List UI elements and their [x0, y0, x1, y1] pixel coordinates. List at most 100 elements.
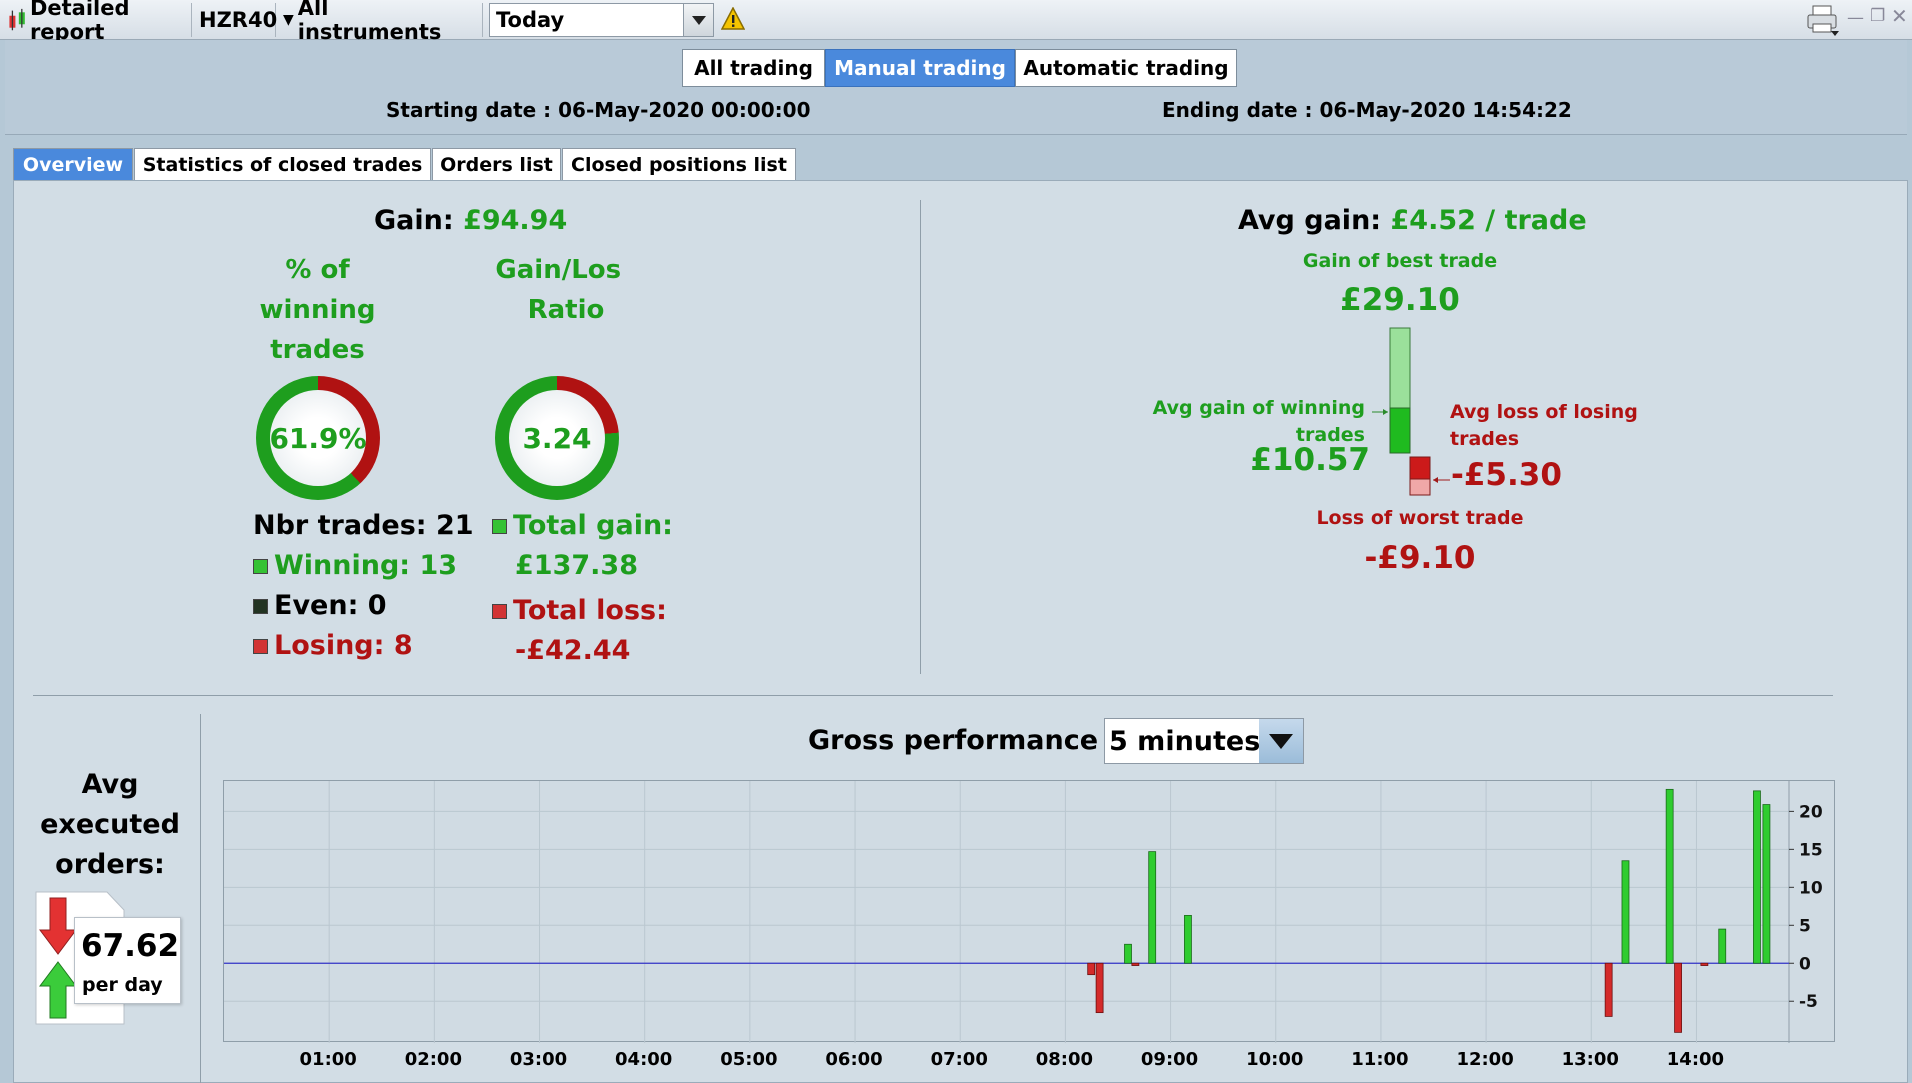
interval-dropdown-value: 5 minutes	[1109, 725, 1261, 757]
mode-automatic-trading[interactable]: Automatic trading	[1015, 49, 1237, 87]
ratio-value: 3.24	[509, 390, 605, 486]
gain-label: Gain:	[374, 205, 454, 236]
y-tick-label: 15	[1799, 840, 1823, 860]
chart-bar	[1095, 962, 1104, 1014]
instruments-menu[interactable]: ▼ All instruments	[277, 0, 483, 44]
chart-bar	[1674, 962, 1682, 1033]
ratio-donut: 3.24	[495, 376, 619, 500]
x-tick-label: 04:00	[615, 1049, 673, 1070]
total-loss-label: Total loss:	[513, 595, 667, 626]
worst-trade-value: -£9.10	[1364, 540, 1476, 576]
winning-count: Winning: 13	[253, 550, 457, 581]
chart-bar	[1718, 928, 1727, 964]
chart-bar	[1753, 790, 1761, 964]
candlestick-icon	[9, 8, 25, 31]
y-tick-label: 5	[1799, 916, 1811, 936]
even-count-label: Even: 0	[274, 590, 387, 621]
horizontal-divider	[33, 695, 1833, 696]
worst-trade-label: Loss of worst trade	[1316, 507, 1524, 529]
report-title-label: Detailed report	[29, 0, 130, 44]
x-tick-label: 06:00	[825, 1049, 883, 1070]
losing-legend-icon	[253, 639, 268, 654]
performance-chart: 20 15 10 5 0 -5	[223, 780, 1835, 1043]
ratio-title: Gain/Loss Ratio	[494, 250, 622, 330]
chart-bar	[1700, 962, 1709, 966]
even-count: Even: 0	[253, 590, 387, 621]
period-select[interactable]: Today	[489, 3, 714, 37]
winning-pct-title: % of winning trades	[259, 255, 376, 365]
print-icon[interactable]	[1806, 4, 1840, 36]
vertical-divider	[200, 714, 201, 1083]
tab-overview[interactable]: Overview	[13, 148, 133, 180]
x-tick-label: 13:00	[1561, 1049, 1619, 1070]
chevron-down-icon: ▼	[283, 12, 294, 28]
x-tick-label: 14:00	[1666, 1049, 1725, 1070]
avg-gain-value: £4.52 / trade	[1390, 205, 1587, 236]
x-tick-label: 01:00	[299, 1049, 357, 1070]
losing-count-label: Losing: 8	[274, 630, 413, 661]
instrument-label[interactable]: HZR40	[193, 3, 277, 37]
gross-performance-title: Gross performance	[808, 725, 1099, 756]
chart-bar	[1087, 962, 1096, 976]
chart-bar	[1124, 943, 1132, 964]
tab-closed-positions-list[interactable]: Closed positions list	[562, 148, 796, 180]
losing-count: Losing: 8	[253, 630, 413, 661]
best-trade-value: £29.10	[1340, 282, 1460, 318]
starting-date: Starting date : 06-May-2020 00:00:00	[386, 98, 811, 122]
mode-manual-trading[interactable]: Manual trading	[825, 49, 1015, 87]
chart-bar	[1621, 860, 1630, 964]
x-tick-label: 02:00	[404, 1049, 462, 1070]
chart-bar	[1131, 962, 1140, 966]
chevron-down-icon[interactable]	[683, 4, 713, 36]
period-select-value: Today	[496, 8, 565, 32]
chart-bar	[1184, 915, 1192, 964]
tab-statistics-closed-trades[interactable]: Statistics of closed trades	[134, 148, 431, 180]
x-tick-label: 08:00	[1035, 1049, 1094, 1070]
x-tick-label: 03:00	[509, 1049, 568, 1070]
vertical-divider	[920, 200, 921, 674]
performance-chart-svg: 20 15 10 5 0 -5	[224, 781, 1823, 1043]
total-loss-legend-icon	[492, 604, 507, 619]
report-title[interactable]: Detailed report	[0, 0, 192, 44]
chart-bar	[1604, 962, 1613, 1017]
x-tick-label: 11:00	[1351, 1049, 1409, 1070]
x-tick-label: 12:00	[1456, 1049, 1514, 1070]
trade-range-bar	[1372, 327, 1450, 496]
winning-pct-value: 61.9%	[269, 390, 367, 486]
total-loss-value: -£42.44	[515, 635, 631, 666]
restore-icon[interactable]: ❐	[1870, 6, 1886, 26]
report-toolbar: Detailed report HZR40 ▼ All instruments …	[0, 0, 1912, 44]
x-tick-label: 09:00	[1140, 1049, 1199, 1070]
y-tick-label: 20	[1799, 802, 1823, 822]
report-header	[5, 40, 1907, 135]
gain-value: £94.94	[463, 205, 568, 236]
mode-all-trading[interactable]: All trading	[682, 49, 825, 87]
instruments-menu-label: All instruments	[297, 0, 442, 44]
chart-bar	[1148, 851, 1157, 964]
tab-orders-list[interactable]: Orders list	[432, 148, 561, 180]
x-tick-label: 07:00	[930, 1049, 988, 1070]
nbr-trades: Nbr trades: 21	[253, 510, 474, 541]
orders-value: 67.62	[81, 928, 180, 964]
chart-bar	[1665, 788, 1674, 964]
winning-pct-donut: 61.9%	[256, 376, 380, 500]
best-trade-label: Gain of best trade	[1302, 250, 1498, 272]
chevron-down-icon[interactable]	[1259, 719, 1303, 763]
avg-loss-label: Avg loss of losing trades	[1450, 401, 1638, 450]
x-tick-label: 05:00	[720, 1049, 778, 1070]
total-gain: Total gain:	[492, 510, 673, 541]
avg-win-value: £10.57	[1250, 442, 1370, 478]
chart-bar	[1762, 804, 1771, 964]
orders-per-day-card: 67.62 per day	[74, 917, 181, 1004]
y-tick-label: -5	[1799, 992, 1818, 1012]
interval-dropdown[interactable]: 5 minutes	[1104, 718, 1304, 764]
total-loss: Total loss:	[492, 595, 667, 626]
ending-date: Ending date : 06-May-2020 14:54:22	[1162, 98, 1572, 122]
close-icon[interactable]: ✕	[1891, 4, 1908, 28]
x-tick-label: 10:00	[1246, 1049, 1304, 1070]
warning-icon[interactable]	[721, 7, 745, 31]
y-tick-label: 0	[1799, 954, 1811, 974]
total-gain-label: Total gain:	[513, 510, 673, 541]
minimize-icon[interactable]: —	[1847, 8, 1864, 28]
winning-legend-icon	[253, 559, 268, 574]
